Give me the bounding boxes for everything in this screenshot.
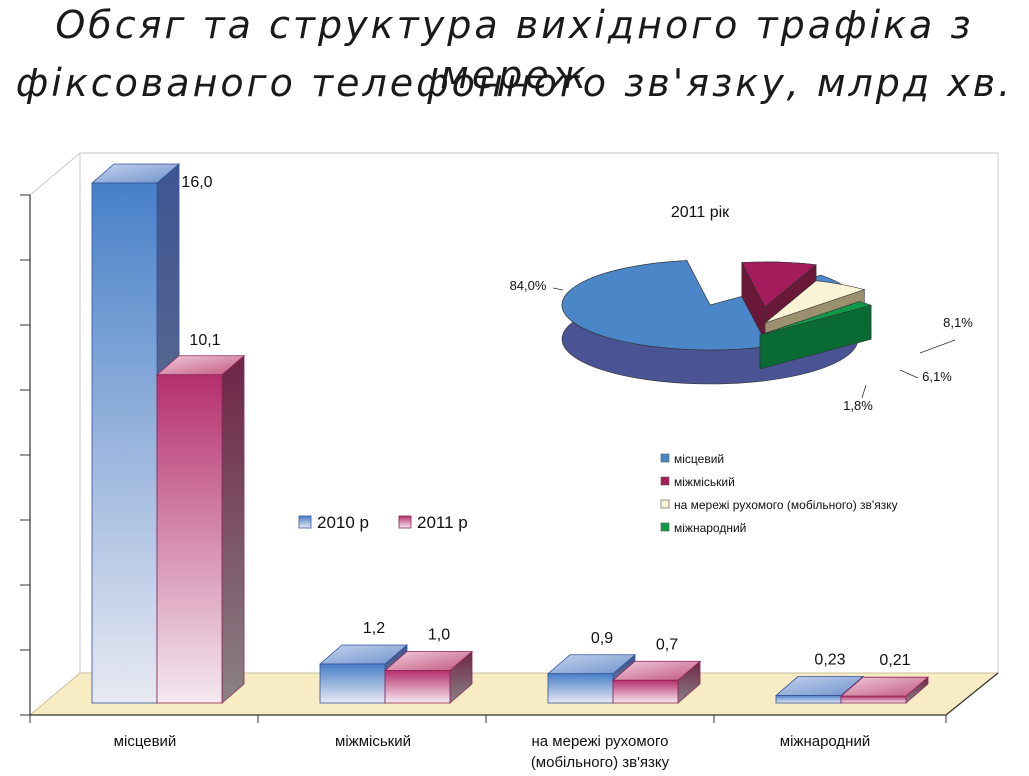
bar-label-2010-2: 1,2 [363, 620, 385, 637]
pie-slice-intercity [741, 261, 817, 342]
bar-label-2010-3: 0,9 [591, 630, 613, 647]
bar-series [90, 163, 930, 704]
x-tick-label-4: міжнародний [780, 733, 870, 750]
x-tick-label-2: міжміський [335, 733, 411, 750]
legend-swatch-2011 [398, 515, 412, 529]
pie-legend-item-3: на мережі рухомого (мобільного) зв'язку [660, 498, 898, 512]
bar-2010-2 [318, 644, 409, 704]
left-wall-top-edge [29, 152, 81, 196]
pie-slice-international [759, 301, 873, 370]
pie-legend-item-4: міжнародний [660, 521, 746, 535]
pie-leader-line [861, 384, 867, 399]
pie-legend-swatch [660, 522, 670, 532]
legend-label-2010: 2010 р [317, 513, 369, 532]
pie-data-labels: 84,0% 8,1% 6,1% 1,8% [510, 278, 974, 413]
x-axis-ticks [29, 715, 947, 723]
pie-legend-item-1: місцевий [660, 452, 724, 466]
bar-label-2010-1: 16,0 [181, 174, 212, 191]
pie-leader-line [552, 287, 564, 291]
legend-label-2011: 2011 р [417, 513, 468, 532]
pie-legend-swatch [660, 453, 670, 463]
bar-label-2011-3: 0,7 [656, 636, 678, 653]
pie-legend-label: міжнародний [674, 521, 746, 535]
bar-label-2011-2: 1,0 [428, 627, 450, 644]
pie-legend-label: міжміський [674, 475, 735, 489]
bar-2011-3 [611, 660, 702, 704]
pie-legend: місцевий міжміський на мережі рухомого (мо… [660, 452, 898, 535]
pie-label-4: 1,8% [843, 398, 873, 413]
pie-leader-line [919, 339, 956, 354]
chart-title-line-1: Обсяг та структура вихідного трафіка з м… [55, 3, 974, 97]
bar-legend: 2010 р 2011 р [298, 513, 468, 532]
pie-legend-label: на мережі рухомого (мобільного) зв'язку [674, 498, 898, 512]
chart-title-line-2: фіксованого телефонного зв'язку, млрд хв… [15, 61, 1014, 105]
bar-2011-2 [383, 650, 474, 704]
pie-chart [561, 260, 873, 385]
pie-legend-item-2: міжміський [660, 475, 735, 489]
pie-title: 2011 рік [671, 204, 730, 221]
pie-label-3: 6,1% [922, 369, 952, 384]
bar-2011-1 [155, 354, 246, 704]
pie-label-2: 8,1% [943, 315, 973, 330]
y-axis-ticks [20, 194, 30, 716]
pie-legend-label: місцевий [674, 452, 724, 466]
bar-2011-4 [839, 676, 930, 704]
bar-label-2011-1: 10,1 [189, 332, 220, 349]
right-floor-edge [945, 672, 999, 716]
legend-swatch-2010 [298, 515, 312, 529]
x-axis-tick-labels: місцевий міжміський на мережі рухомого (моб… [114, 733, 871, 771]
x-tick-label-1: місцевий [114, 733, 177, 750]
pie-legend-swatch [660, 476, 670, 486]
pie-legend-swatch [660, 499, 670, 509]
pie-label-1: 84,0% [510, 278, 547, 293]
x-tick-label-3: на мережі рухомого (мобільного) зв'язку [531, 733, 670, 771]
bar-data-labels: 16,0 10,1 1,2 1,0 0,9 0,7 0,23 0,21 [181, 174, 910, 669]
bar-label-2010-4: 0,23 [814, 652, 845, 669]
bar-label-2011-4: 0,21 [879, 652, 910, 669]
pie-leader-line [899, 369, 919, 379]
